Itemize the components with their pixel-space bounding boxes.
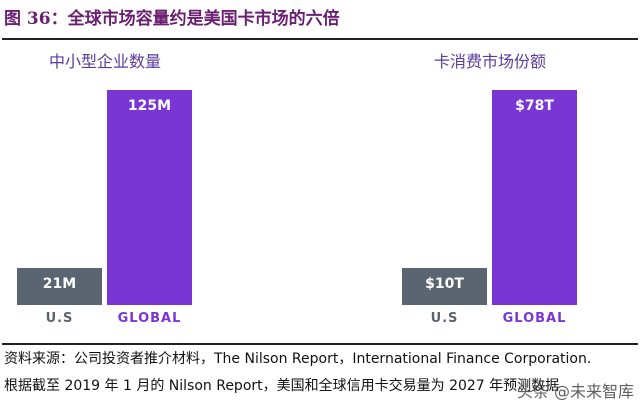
data-label: $10T (425, 276, 464, 292)
x-tick-label: U.S (45, 311, 74, 326)
bar-global: 125M (107, 90, 192, 305)
x-tick-label: GLOBAL (117, 311, 182, 326)
source-note: 资料来源：公司投资者推介材料，The Nilson Report，Interna… (4, 351, 592, 367)
source-note-2: 根据截至 2019 年 1 月的 Nilson Report，美国和全球信用卡交… (4, 378, 560, 394)
x-tick-label: U.S (430, 311, 459, 326)
chart-title: 卡消费市场份额 (433, 52, 546, 71)
figure-title: 图 36：全球市场容量约是美国卡市场的六倍 (4, 9, 340, 29)
bar-us: $10T (402, 268, 487, 305)
data-label: $78T (515, 98, 554, 114)
bottom-rule (2, 343, 638, 345)
top-rule (2, 38, 638, 40)
x-tick-label: GLOBAL (502, 311, 567, 326)
watermark: 头条 @未来智库 (516, 382, 634, 401)
chart-smb-count: 中小型企业数量 21M U.S 125M GLOBAL (10, 40, 200, 330)
bar-global: $78T (492, 90, 577, 305)
data-label: 21M (42, 276, 77, 292)
bar-us: 21M (17, 268, 102, 305)
chart-title: 中小型企业数量 (48, 52, 161, 71)
data-label: 125M (127, 98, 172, 114)
chart-card-spend: 卡消费市场份额 $10T U.S $78T GLOBAL (395, 40, 585, 330)
